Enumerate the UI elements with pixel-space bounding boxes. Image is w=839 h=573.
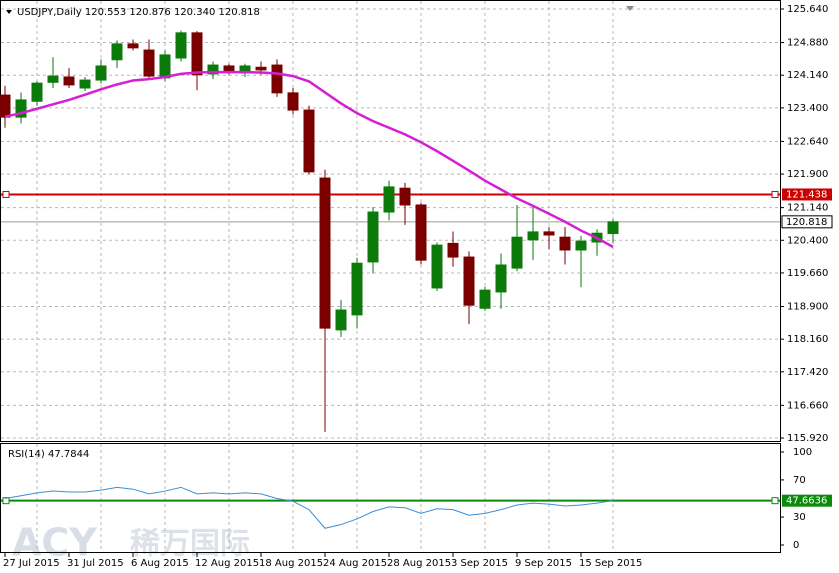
- candle-body: [271, 64, 283, 94]
- candle-body: [143, 49, 155, 77]
- level-handle: [2, 190, 10, 198]
- level-box: [782, 188, 832, 201]
- current-price-label: 120.818: [786, 217, 827, 228]
- y-tick-label: 125.640: [787, 4, 828, 15]
- level-handle: [771, 190, 779, 198]
- candle-body: [47, 75, 59, 83]
- candle-body: [383, 186, 395, 213]
- rsi-title: RSI(14) 47.7844: [8, 449, 89, 460]
- candle-body: [607, 221, 619, 235]
- candle-body: [463, 256, 475, 306]
- candle-body: [79, 79, 91, 89]
- y-tick-label: 124.140: [787, 70, 828, 81]
- level-label: 121.438: [786, 189, 827, 200]
- y-tick-label: 0: [793, 540, 799, 551]
- y-tick-label: 118.160: [787, 334, 828, 345]
- y-tick-label: 120.400: [787, 235, 828, 246]
- y-tick-label: 122.640: [787, 136, 828, 147]
- candle-body: [511, 236, 523, 269]
- candle-body: [175, 32, 187, 59]
- candle-body: [351, 262, 363, 316]
- rsi-panel-frame: [0, 443, 781, 553]
- y-tick-label: 121.900: [787, 169, 828, 180]
- y-tick-label: 30: [793, 512, 806, 523]
- x-tick-label: 18 Aug 2015: [259, 558, 323, 569]
- candle-body: [63, 76, 75, 86]
- candle-body: [191, 32, 203, 76]
- y-tick-label: 119.660: [787, 268, 828, 279]
- x-tick-label: 28 Aug 2015: [387, 558, 451, 569]
- moving-average: [4, 70, 614, 248]
- x-tick-label: 24 Aug 2015: [323, 558, 387, 569]
- candle-body: [95, 65, 107, 81]
- level-handle: [2, 497, 10, 505]
- candle-body: [319, 177, 331, 329]
- x-tick-label: 6 Aug 2015: [131, 558, 189, 569]
- x-tick-label: 3 Sep 2015: [451, 558, 508, 569]
- x-tick-label: 15 Sep 2015: [579, 558, 642, 569]
- candle-body: [543, 231, 555, 236]
- y-tick-label: 124.880: [787, 38, 828, 49]
- rsi-line: [4, 486, 614, 529]
- candle-body: [431, 244, 443, 289]
- y-tick-label: 117.420: [787, 367, 828, 378]
- y-tick-label: 121.140: [787, 203, 828, 214]
- candle-body: [335, 309, 347, 331]
- candle-body: [127, 43, 139, 49]
- rsi-level-label: 47.6636: [786, 496, 827, 507]
- current-price-box: [781, 215, 833, 229]
- y-tick-label: 115.920: [787, 433, 828, 444]
- chart-title: USDJPY,Daily 120.553 120.876 120.340 120…: [17, 7, 260, 18]
- candle-body: [31, 82, 43, 102]
- menu-triangle: [6, 10, 12, 14]
- watermark-logo: ACY: [12, 521, 97, 565]
- candle-body: [399, 187, 411, 206]
- candle-body: [527, 231, 539, 241]
- y-tick-label: 116.660: [787, 400, 828, 411]
- candle-body: [575, 240, 587, 251]
- y-tick-label: 70: [793, 475, 806, 486]
- candle-body: [479, 289, 491, 309]
- candle-body: [111, 43, 123, 61]
- candle-body: [255, 66, 267, 71]
- y-tick-label: 100: [793, 447, 812, 458]
- candle-body: [559, 236, 571, 251]
- level-handle: [771, 497, 779, 505]
- y-tick-label: 123.400: [787, 103, 828, 114]
- shift-marker: [626, 6, 634, 11]
- x-tick-label: 31 Jul 2015: [67, 558, 124, 569]
- x-tick-label: 12 Aug 2015: [195, 558, 259, 569]
- y-tick-label: 118.900: [787, 301, 828, 312]
- candle-body: [0, 94, 11, 118]
- candle-body: [447, 242, 459, 258]
- candle-body: [303, 109, 315, 173]
- watermark-text: 稀万国际: [130, 527, 250, 562]
- x-tick-label: 27 Jul 2015: [3, 558, 60, 569]
- candle-body: [159, 54, 171, 79]
- candle-body: [415, 204, 427, 261]
- price-panel-frame: [0, 0, 781, 442]
- x-tick-label: 9 Sep 2015: [515, 558, 572, 569]
- candle-body: [287, 92, 299, 111]
- candle-body: [495, 264, 507, 293]
- candle-body: [367, 211, 379, 263]
- candle-body: [207, 64, 219, 75]
- rsi-level-box: [782, 494, 832, 507]
- candle-body: [223, 65, 235, 72]
- candle-body: [15, 99, 27, 118]
